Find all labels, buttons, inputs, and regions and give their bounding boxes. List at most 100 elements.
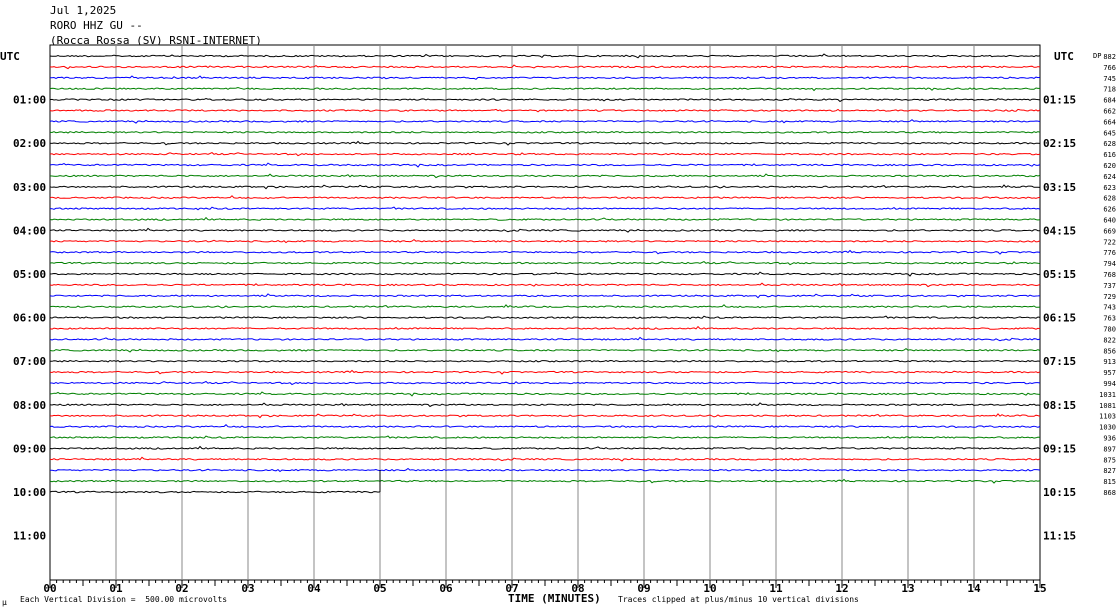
right-hour-label: 04:15 [1043, 224, 1076, 237]
left-hour-label: 01:00 [13, 94, 46, 107]
trace-value-label: 662 [1103, 108, 1116, 116]
left-hour-label: 09:00 [13, 442, 46, 455]
trace-value-label: 882 [1103, 53, 1116, 61]
trace-value-label: 628 [1103, 195, 1116, 203]
seismic-trace [49, 271, 1041, 277]
left-axis-title: UTC [0, 50, 20, 63]
x-tick-label: 02 [175, 582, 188, 595]
left-hour-label: 06:00 [13, 312, 46, 325]
seismic-trace [49, 53, 1041, 59]
seismic-trace [49, 238, 1041, 244]
x-tick-label: 10 [703, 582, 716, 595]
trace-value-label: 776 [1103, 249, 1116, 257]
left-hour-label: 05:00 [13, 268, 46, 281]
right-hour-label: 09:15 [1043, 442, 1076, 455]
seismic-trace [49, 359, 1041, 363]
left-hour-label: 03:00 [13, 181, 46, 194]
seismic-trace [49, 184, 1041, 190]
trace-value-label: 628 [1103, 140, 1116, 148]
trace-value-label: 822 [1103, 336, 1116, 344]
trace-value-label: 780 [1103, 326, 1116, 334]
trace-value-label: 640 [1103, 217, 1116, 225]
right-hour-label: 10:15 [1043, 486, 1076, 499]
x-tick-label: 03 [241, 582, 254, 595]
seismic-trace [49, 456, 1041, 462]
x-tick-label: 07 [505, 582, 518, 595]
trace-value-label: 957 [1103, 369, 1116, 377]
x-tick-label: 04 [307, 582, 321, 595]
corner-mark: µ [2, 598, 7, 607]
seismic-trace [49, 424, 1041, 429]
seismic-trace [49, 490, 381, 494]
seismic-trace [49, 130, 1041, 134]
chart-date: Jul 1,2025 [50, 4, 117, 17]
seismic-trace [49, 293, 1041, 299]
trace-value-label: 743 [1103, 304, 1116, 312]
trace-value-label: 856 [1103, 347, 1116, 355]
left-hour-label: 10:00 [13, 486, 46, 499]
trace-value-label: 827 [1103, 467, 1116, 475]
trace-value-label: 794 [1103, 260, 1116, 268]
seismic-trace [50, 75, 1041, 80]
seismic-trace [49, 315, 1041, 320]
right-hour-label: 05:15 [1043, 268, 1076, 281]
seismic-trace [49, 86, 1040, 92]
seismic-trace [49, 445, 1041, 450]
trace-value-label: 645 [1103, 129, 1116, 137]
seismic-trace [49, 467, 1041, 473]
seismic-trace [49, 64, 1041, 70]
x-tick-label: 14 [967, 582, 981, 595]
x-tick-label: 09 [637, 582, 650, 595]
seismic-trace [49, 173, 1041, 179]
clip-note: Traces clipped at plus/minus 10 vertical… [618, 595, 859, 604]
scale-note: Each Vertical Division = 500.00 microvol… [20, 595, 228, 604]
seismic-trace [50, 380, 1041, 386]
seismic-trace [49, 195, 1041, 200]
seismic-trace [49, 369, 1041, 375]
left-hour-label: 04:00 [13, 224, 46, 237]
seismic-trace [49, 206, 1041, 211]
seismic-trace [49, 347, 1041, 353]
left-hour-label: 02:00 [13, 137, 46, 150]
trace-value-label: 1030 [1099, 424, 1116, 432]
x-tick-label: 00 [43, 582, 56, 595]
x-tick-label: 13 [901, 582, 914, 595]
seismic-trace [49, 261, 1041, 266]
x-tick-label: 11 [769, 582, 783, 595]
right-hour-label: 11:15 [1043, 530, 1076, 543]
seismic-trace [49, 413, 1041, 419]
right-hour-label: 02:15 [1043, 137, 1076, 150]
seismic-trace [49, 162, 1041, 168]
trace-value-label: 684 [1103, 97, 1116, 105]
trace-value-label: 626 [1103, 206, 1116, 214]
seismic-trace [49, 97, 1041, 103]
seismic-trace [49, 119, 1041, 124]
trace-value-label: 1031 [1099, 391, 1116, 399]
chart-station: RORO HHZ GU -- [50, 19, 143, 32]
left-hour-label: 11:00 [13, 530, 46, 543]
left-hour-label: 07:00 [13, 355, 46, 368]
seismic-trace [49, 282, 1041, 288]
trace-value-label: 737 [1103, 282, 1116, 290]
right-hour-label: 01:15 [1043, 94, 1076, 107]
seismic-trace [49, 402, 1041, 408]
trace-value-label: 875 [1103, 456, 1116, 464]
trace-value-label: 623 [1103, 184, 1116, 192]
trace-value-label: 745 [1103, 75, 1116, 83]
x-axis-label: TIME (MINUTES) [508, 592, 601, 605]
seismic-trace [49, 435, 1041, 440]
seismic-trace [49, 478, 1041, 484]
trace-value-label: 620 [1103, 162, 1116, 170]
chart-location: (Rocca Rossa (SV) RSNI-INTERNET) [50, 34, 262, 47]
left-hour-label: 08:00 [13, 399, 46, 412]
trace-value-label: 616 [1103, 151, 1116, 159]
trace-value-label: 868 [1103, 489, 1116, 497]
trace-value-label: 766 [1103, 64, 1116, 72]
x-tick-label: 12 [835, 582, 848, 595]
seismic-trace [49, 108, 1041, 113]
right-axis-title: UTC [1054, 50, 1074, 63]
seismic-trace [49, 227, 1041, 233]
trace-value-label: 936 [1103, 435, 1116, 443]
trace-value-label: 1103 [1099, 413, 1116, 421]
